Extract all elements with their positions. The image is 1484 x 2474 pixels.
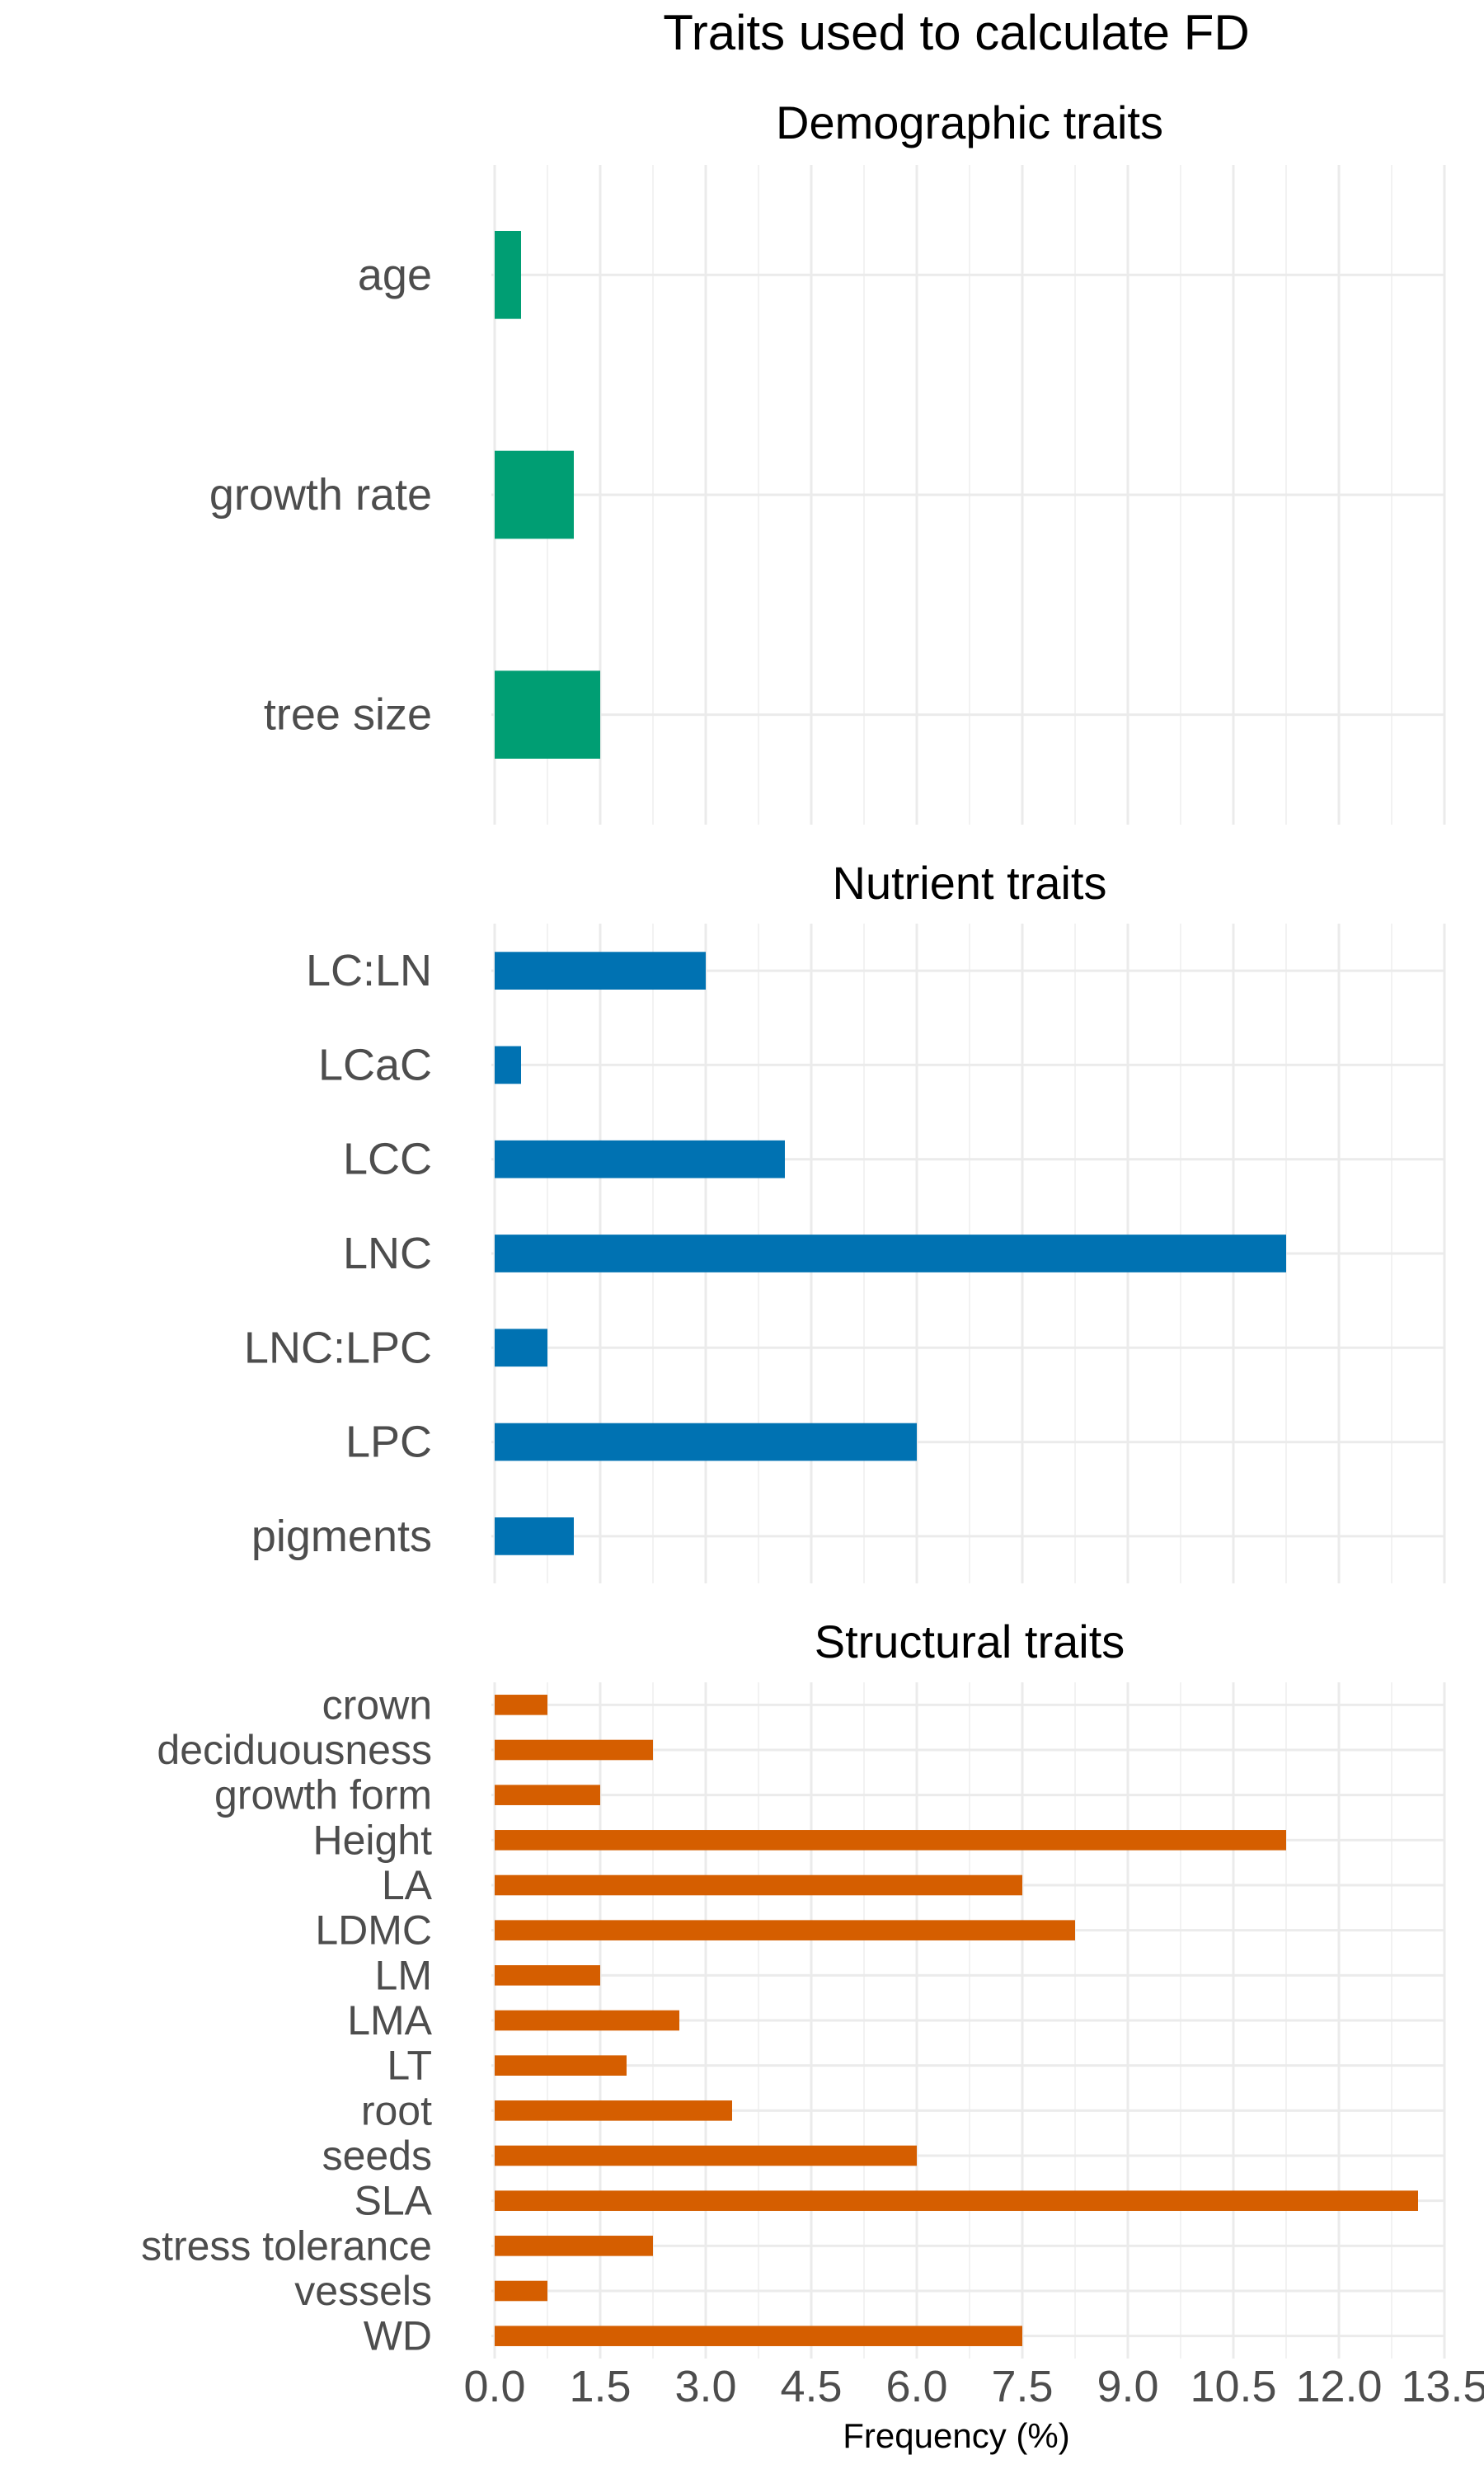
bar xyxy=(495,1739,653,1761)
bar xyxy=(495,1695,547,1715)
bar xyxy=(495,2055,627,2076)
category-label: pigments xyxy=(251,1512,432,1561)
x-tick-label: 10.5 xyxy=(1190,2362,1276,2411)
bar xyxy=(495,2190,1418,2211)
bar xyxy=(495,1920,1075,1940)
bar xyxy=(495,2280,547,2302)
bar xyxy=(495,1140,785,1178)
x-axis-label: Frequency (%) xyxy=(843,2416,1069,2455)
category-label: LPC xyxy=(345,1418,432,1467)
bar xyxy=(495,450,574,539)
x-tick-label: 7.5 xyxy=(991,2362,1053,2411)
panel: Demographic traits age growth rate tree siz… xyxy=(209,96,1446,825)
category-label: growth rate xyxy=(209,470,432,520)
bar xyxy=(495,1874,1022,1896)
chart-panels: Demographic traits age growth rate tree siz… xyxy=(141,96,1446,2359)
x-tick-label: 0.0 xyxy=(463,2362,525,2411)
x-tick-label: 13.5 xyxy=(1401,2362,1484,2411)
category-label: LCC xyxy=(343,1135,432,1184)
bar xyxy=(495,1046,521,1084)
category-label: root xyxy=(361,2087,432,2133)
x-tick-label: 9.0 xyxy=(1097,2362,1158,2411)
x-tick-label: 1.5 xyxy=(569,2362,631,2411)
bar xyxy=(495,231,521,319)
category-label: SLA xyxy=(354,2178,432,2224)
category-label: LDMC xyxy=(315,1907,432,1954)
category-label: Height xyxy=(312,1817,432,1863)
panel-title: Demographic traits xyxy=(776,96,1163,148)
bar xyxy=(495,2236,653,2256)
x-axis: 0.0 1.5 3.0 4.5 6.0 7.5 9.0 10.5 12.0 13.5 xyxy=(463,2362,1484,2411)
bar xyxy=(495,952,706,990)
x-tick-label: 12.0 xyxy=(1295,2362,1382,2411)
bar xyxy=(495,2010,679,2031)
category-label: LA xyxy=(382,1862,433,1908)
category-label: seeds xyxy=(322,2133,432,2179)
panel: Structural traits crowndeciduousnessgrowt… xyxy=(141,1616,1446,2359)
category-label: LM xyxy=(375,1952,432,1998)
bar xyxy=(495,2326,1022,2346)
bar xyxy=(495,1965,600,1986)
panel-title: Nutrient traits xyxy=(833,857,1107,909)
bar xyxy=(495,2100,732,2121)
category-label: growth form xyxy=(214,1772,432,1818)
bar xyxy=(495,2145,917,2166)
bar xyxy=(495,1830,1286,1851)
category-label: vessels xyxy=(294,2268,432,2314)
category-label: LT xyxy=(387,2043,432,2089)
bar xyxy=(495,1785,600,1805)
x-tick-label: 6.0 xyxy=(885,2362,947,2411)
category-label: WD xyxy=(364,2313,432,2359)
category-label: age xyxy=(358,250,432,299)
category-label: LNC:LPC xyxy=(244,1323,432,1372)
category-label: LNC xyxy=(343,1229,432,1278)
chart-title: Traits used to calculate FD xyxy=(663,5,1249,60)
category-label: LCaC xyxy=(318,1040,432,1089)
category-label: LC:LN xyxy=(306,946,432,995)
bar xyxy=(495,1329,547,1367)
panel-title: Structural traits xyxy=(815,1616,1125,1667)
category-label: deciduousness xyxy=(157,1727,432,1773)
bar xyxy=(495,1423,917,1461)
category-label: crown xyxy=(322,1681,432,1728)
x-tick-label: 4.5 xyxy=(780,2362,842,2411)
x-tick-label: 3.0 xyxy=(674,2362,736,2411)
bar xyxy=(495,1235,1286,1272)
category-label: stress tolerance xyxy=(141,2222,432,2269)
category-label: tree size xyxy=(264,690,432,740)
bar xyxy=(495,670,600,759)
category-label: LMA xyxy=(347,1997,432,2044)
panel: Nutrient traits LC:LN LCaC LCC LNC LNC:LPC LPC… xyxy=(244,857,1446,1583)
bar xyxy=(495,1517,574,1555)
